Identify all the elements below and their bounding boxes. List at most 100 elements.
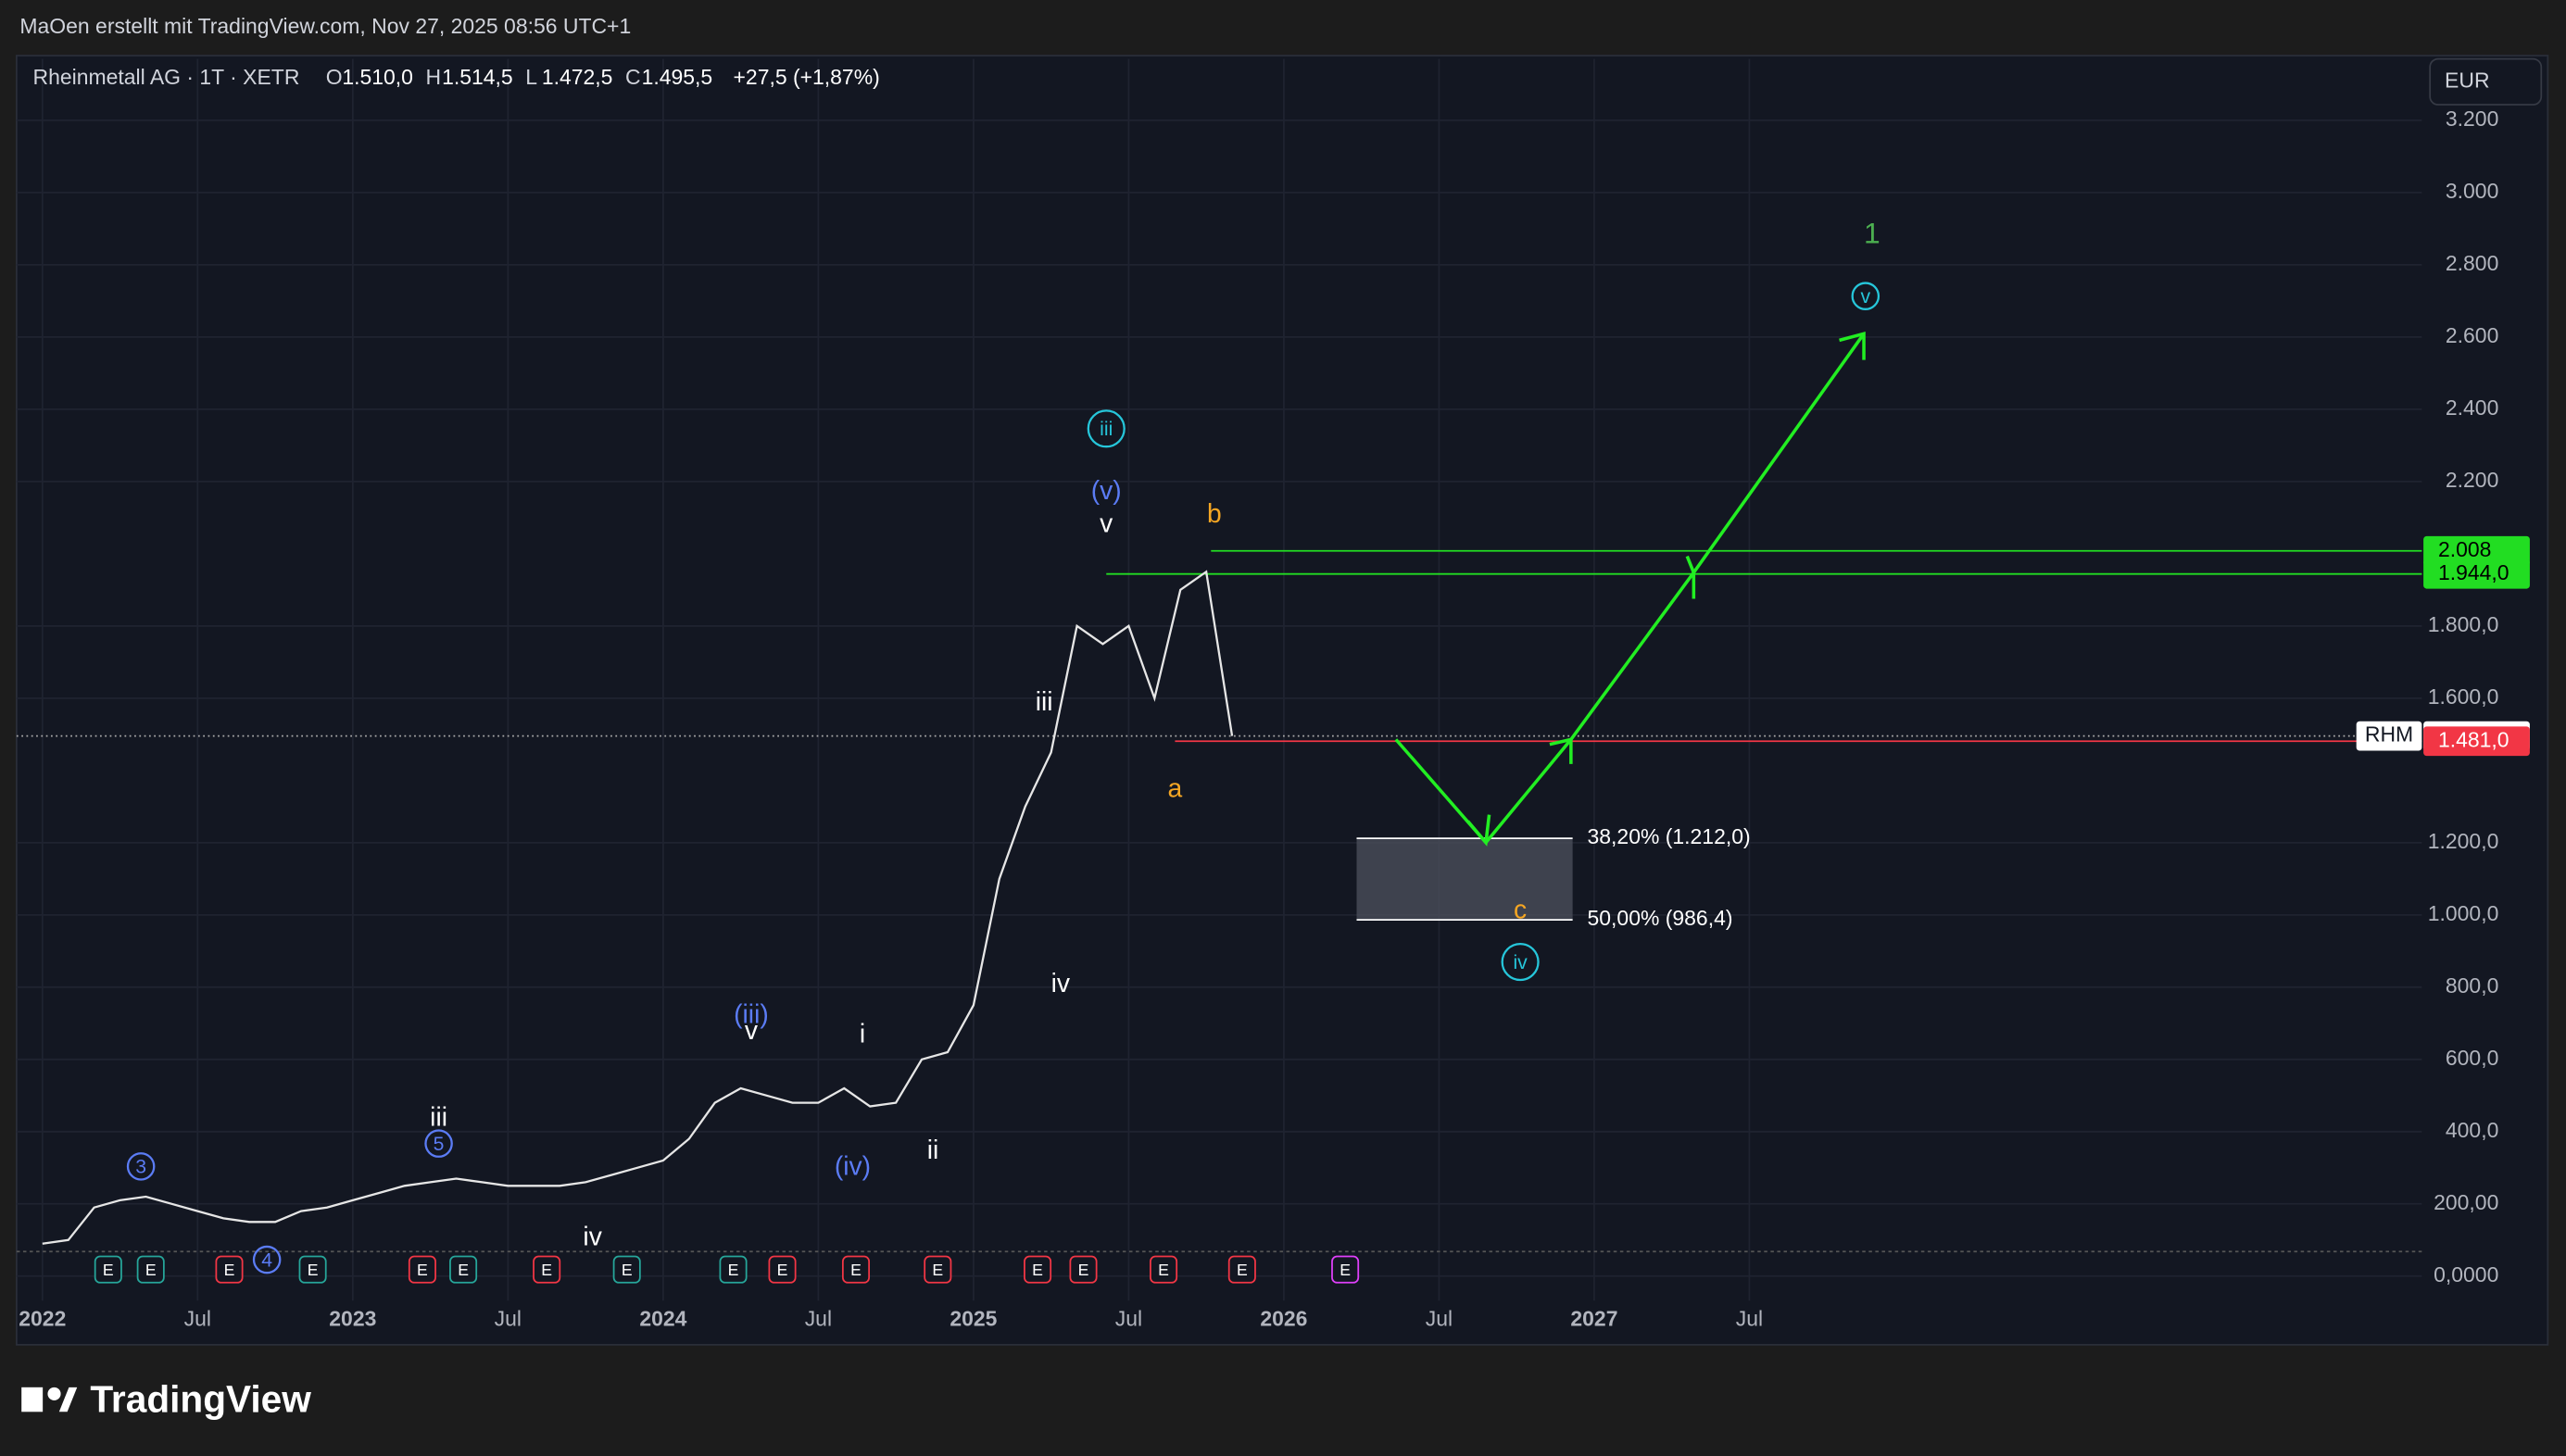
earnings-marker (1024, 1255, 1052, 1284)
earnings-label: E (308, 1261, 319, 1279)
earnings-label: E (458, 1261, 469, 1279)
x-tick-label: 2026 (1260, 1306, 1307, 1330)
y-tick-label: 800,0 (2446, 973, 2498, 998)
y-tick-label: 1.200,0 (2428, 829, 2499, 853)
series-name: RHM (2365, 722, 2413, 747)
earnings-marker (924, 1255, 952, 1284)
price-tag (2423, 535, 2530, 566)
wave-circle (424, 1129, 453, 1158)
arrow-head (1466, 814, 1491, 847)
wave-label: v (745, 1015, 759, 1045)
wave-circle (1501, 943, 1540, 982)
wave-label: iv (1513, 952, 1528, 973)
price-tag-label: 1.944,0 (2438, 560, 2509, 584)
wave-label: 1 (1864, 217, 1880, 250)
wave-circle (252, 1245, 282, 1274)
wave-circle (1851, 282, 1880, 310)
price-tag-label: 2.008 (2438, 537, 2491, 561)
x-tick-label: Jul (495, 1306, 522, 1330)
price-tag-label: 1.481,0 (2438, 727, 2509, 751)
earnings-label: E (1078, 1261, 1089, 1279)
arrow-head (1839, 332, 1866, 360)
wave-label: 5 (434, 1134, 445, 1155)
y-tick-label: 2.200 (2446, 468, 2498, 492)
x-tick-label: 2022 (19, 1306, 66, 1330)
ohlc-key: H (425, 65, 441, 89)
fib-label: 50,00% (986,4) (1588, 906, 1733, 930)
x-tick-label: Jul (1115, 1306, 1142, 1330)
header: MaOen erstellt mit TradingView.com, Nov … (19, 14, 631, 38)
ohlc-key: O (326, 65, 343, 89)
arrow-head (1549, 737, 1573, 764)
ohlc-value: 1.510,0 (342, 65, 413, 89)
wave-circle (126, 1152, 156, 1181)
earnings-label: E (728, 1261, 739, 1279)
earnings-label: E (850, 1261, 862, 1279)
y-tick-label: 2.400 (2446, 395, 2498, 420)
brand-logo (21, 1387, 78, 1412)
earnings-label: E (932, 1261, 943, 1279)
currency[interactable]: EUR (2445, 68, 2489, 92)
chart-title: Rheinmetall AG · 1T · XETR (33, 65, 300, 89)
earnings-marker (533, 1255, 561, 1284)
earnings-marker (94, 1255, 122, 1284)
wave-label: v (1861, 286, 1871, 308)
x-tick-label: 2025 (950, 1306, 997, 1330)
earnings-label: E (777, 1261, 788, 1279)
arrow-head (1685, 555, 1696, 599)
y-tick-label: 2.800 (2446, 251, 2498, 275)
fib-label: 38,20% (1.212,0) (1588, 824, 1751, 848)
wave-label: iv (1051, 968, 1071, 998)
y-tick-label: 3.000 (2446, 179, 2498, 203)
wave-label: 4 (261, 1249, 272, 1271)
wave-label: iii (1100, 419, 1113, 440)
earnings-marker (841, 1255, 871, 1284)
price-tag (2423, 559, 2530, 589)
wave-label: a (1168, 773, 1183, 803)
y-tick-label: 1.800,0 (2428, 612, 2499, 636)
wave-label: iii (430, 1102, 447, 1132)
chart-panel (16, 55, 2549, 1346)
ohlc-key: L (525, 65, 537, 89)
earnings-label: E (622, 1261, 633, 1279)
y-tick-label: 600,0 (2446, 1046, 2498, 1070)
fib-zone (1356, 838, 1573, 921)
ohlc-key: C (625, 65, 641, 89)
earnings-label: E (541, 1261, 552, 1279)
wave-label: iv (583, 1222, 602, 1251)
wave-label: c (1514, 894, 1527, 923)
earnings-marker (408, 1255, 436, 1284)
wave-label: (v) (1091, 475, 1122, 505)
earnings-marker (1069, 1255, 1098, 1284)
earnings-label: E (103, 1261, 114, 1279)
earnings-marker (298, 1255, 327, 1284)
x-tick-label: Jul (1426, 1306, 1453, 1330)
currency-button[interactable] (2429, 57, 2543, 106)
price-line-series (42, 570, 1234, 1245)
earnings-label: E (224, 1261, 235, 1279)
wave-circle (1087, 409, 1126, 448)
wave-label: b (1207, 498, 1222, 528)
brand: TradingView (90, 1377, 311, 1420)
earnings-marker (215, 1255, 244, 1284)
x-tick-label: 2024 (639, 1306, 686, 1330)
earnings-label: E (1237, 1261, 1248, 1279)
earnings-label: E (417, 1261, 428, 1279)
x-tick-label: Jul (805, 1306, 832, 1330)
y-tick-label: 400,0 (2446, 1118, 2498, 1142)
wave-label: i (860, 1019, 865, 1048)
wave-label: (iii) (734, 998, 769, 1028)
y-tick-label: 2.600 (2446, 323, 2498, 347)
earnings-marker (1150, 1255, 1178, 1284)
earnings-label: E (1158, 1261, 1169, 1279)
earnings-marker (136, 1255, 165, 1284)
wave-label: ii (927, 1135, 939, 1164)
earnings-label: E (1032, 1261, 1043, 1279)
ohlc-value: 1.495,5 (642, 65, 713, 89)
earnings-marker (768, 1255, 797, 1284)
y-tick-label: 200,00 (2434, 1190, 2498, 1214)
ohlc-value: 1.514,5 (442, 65, 513, 89)
series-tag (2356, 721, 2422, 751)
